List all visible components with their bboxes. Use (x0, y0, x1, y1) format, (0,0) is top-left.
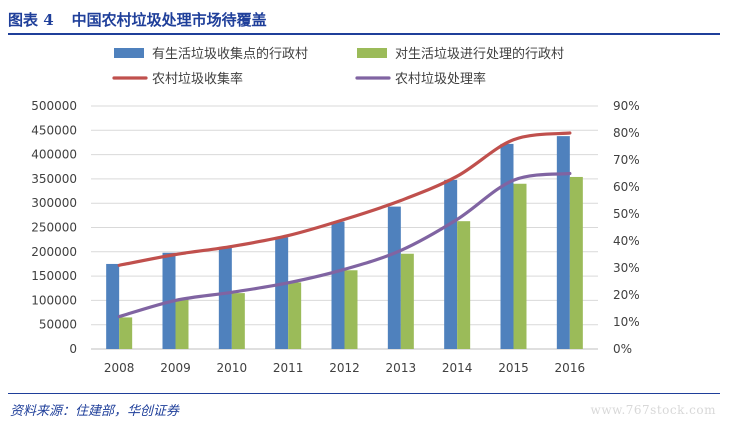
left-tick-label: 450000 (31, 123, 77, 137)
right-tick-label: 50% (613, 207, 640, 221)
legend-label: 农村垃圾收集率 (152, 71, 243, 87)
figure-header: 图表 4 中国农村垃圾处理市场待覆盖 (8, 6, 720, 32)
footer-divider (8, 393, 720, 394)
watermark: www.767stock.com (590, 403, 716, 417)
left-tick-label: 50000 (39, 318, 77, 332)
x-tick-label: 2010 (217, 361, 248, 375)
x-tick-label: 2015 (498, 361, 529, 375)
legend-swatch (357, 48, 387, 58)
right-tick-label: 60% (613, 180, 640, 194)
line-series (117, 131, 572, 319)
bar (556, 136, 570, 349)
bar (119, 317, 133, 349)
left-tick-label: 400000 (31, 148, 77, 162)
x-tick-label: 2009 (160, 361, 191, 375)
header-divider (8, 33, 720, 35)
line-series-path (117, 171, 572, 319)
bar (444, 179, 458, 349)
right-tick-label: 90% (613, 99, 640, 113)
left-tick-label: 150000 (31, 269, 77, 283)
left-axis: 0 50000 100000 150000 200000 250000 300000 3500… (31, 99, 77, 356)
bar (331, 221, 345, 349)
legend-label: 农村垃圾处理率 (395, 71, 486, 87)
bar (344, 270, 358, 349)
bar (400, 253, 414, 349)
right-tick-label: 80% (613, 126, 640, 140)
left-tick-label: 200000 (31, 245, 77, 259)
right-tick-label: 20% (613, 288, 640, 302)
bar (387, 206, 401, 349)
x-tick-label: 2012 (329, 361, 360, 375)
right-tick-label: 70% (613, 153, 640, 167)
bar (275, 237, 289, 349)
legend-label: 有生活垃圾收集点的行政村 (152, 46, 308, 62)
source-note: 资料来源：住建部，华创证券 (10, 404, 180, 419)
x-axis: 2008 2009 2010 2011 2012 2013 2014 2015 2016 (104, 361, 585, 375)
left-tick-label: 0 (69, 342, 77, 356)
right-tick-label: 10% (613, 315, 640, 329)
x-tick-label: 2016 (555, 361, 586, 375)
bar (231, 293, 245, 349)
right-tick-label: 30% (613, 261, 640, 275)
x-tick-label: 2014 (442, 361, 473, 375)
figure-number: 图表 4 (8, 10, 54, 29)
x-tick-label: 2011 (273, 361, 304, 375)
bar (218, 246, 232, 349)
left-tick-label: 300000 (31, 196, 77, 210)
bar (500, 143, 514, 349)
figure-title: 中国农村垃圾处理市场待覆盖 (71, 10, 267, 29)
left-tick-label: 250000 (31, 221, 77, 235)
bar (457, 221, 471, 349)
left-tick-label: 500000 (31, 99, 77, 113)
line-series-path (117, 131, 572, 267)
bar (175, 299, 189, 349)
x-tick-label: 2013 (386, 361, 417, 375)
bar (288, 282, 302, 349)
right-tick-label: 40% (613, 234, 640, 248)
left-tick-label: 350000 (31, 172, 77, 186)
bar-series (106, 136, 583, 349)
right-axis: 0% 10% 20% 30% 40% 50% 60% 70% 80% 90% (613, 99, 640, 356)
x-tick-label: 2008 (104, 361, 135, 375)
bar (513, 183, 527, 349)
bar (106, 263, 120, 349)
left-tick-label: 100000 (31, 293, 77, 307)
legend-swatch (114, 48, 144, 58)
bar (569, 176, 583, 349)
right-tick-label: 0% (613, 342, 632, 356)
legend-label: 对生活垃圾进行处理的行政村 (395, 46, 564, 62)
